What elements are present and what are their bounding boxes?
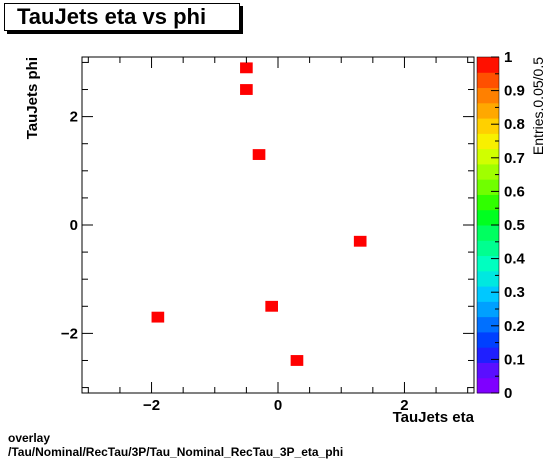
palette-band	[477, 102, 499, 119]
chart-title: TauJets eta vs phi	[4, 3, 240, 31]
palette-band	[477, 301, 499, 318]
x-tick-label: 0	[274, 397, 282, 414]
heatmap-cell-6	[290, 355, 304, 366]
palette-tick-label: 0.7	[504, 150, 525, 167]
heatmap-cell-5	[151, 311, 165, 323]
palette-tick-label: 0.6	[504, 183, 525, 200]
palette-tick-label: 0.5	[504, 217, 525, 234]
x-tick-label: 2	[400, 397, 408, 414]
palette-band	[477, 194, 499, 211]
y-tick-label: −2	[61, 325, 78, 342]
palette-band	[477, 209, 499, 226]
heatmap-cell-3	[353, 235, 367, 247]
heatmap-cell-2	[252, 149, 266, 160]
footer-text: overlay /Tau/Nominal/RecTau/3P/Tau_Nomin…	[8, 431, 343, 459]
palette-tick-label: 0.3	[504, 284, 525, 301]
palette-band	[477, 87, 499, 104]
palette-band	[477, 316, 499, 333]
palette-band	[477, 225, 499, 241]
palette-tick-label: 0	[504, 385, 512, 402]
palette-band	[477, 255, 499, 272]
palette-band	[477, 57, 499, 73]
y-axis-label: TauJets phi	[24, 57, 41, 139]
palette-band	[477, 118, 499, 134]
palette-tick-label: 0.2	[504, 318, 525, 335]
x-tick-label: −2	[143, 397, 160, 414]
palette-tick-label: 0.1	[504, 351, 525, 368]
palette-band	[477, 133, 499, 150]
heatmap-cell-4	[265, 300, 278, 312]
palette-band	[477, 163, 499, 180]
palette-band	[477, 331, 499, 348]
palette-band	[477, 286, 499, 302]
y-tick-label: 2	[70, 109, 78, 126]
heatmap-cell-1	[240, 84, 253, 95]
palette-tick-label: 0.8	[504, 116, 525, 133]
palette-band	[477, 347, 499, 363]
footer-line-path: /Tau/Nominal/RecTau/3P/Tau_Nominal_RecTa…	[8, 445, 344, 459]
palette-band	[477, 179, 499, 195]
palette-tick-label: 0.4	[504, 251, 526, 268]
palette-band	[477, 362, 499, 379]
palette-tick-label: 1	[504, 49, 512, 66]
y-tick-label: 0	[70, 217, 78, 234]
palette-band	[477, 377, 499, 394]
z-axis-label: Entries.0.05/0.5	[530, 57, 546, 155]
palette-band	[477, 148, 499, 165]
x-axis-label: TauJets eta	[393, 409, 475, 426]
heatmap-cell-0	[240, 62, 253, 74]
palette-band	[477, 240, 499, 257]
footer-line-overlay: overlay	[8, 431, 51, 445]
plot-frame	[81, 56, 475, 394]
palette-band	[477, 72, 499, 89]
palette-tick-label: 0.9	[504, 83, 525, 100]
palette-band	[477, 270, 499, 287]
